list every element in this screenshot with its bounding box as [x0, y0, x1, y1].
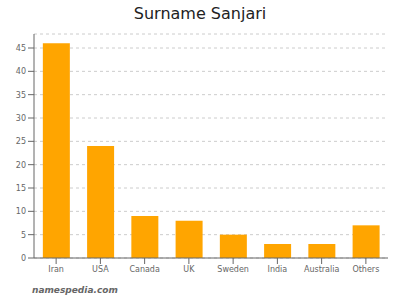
svg-text:25: 25 [16, 137, 26, 146]
svg-text:Canada: Canada [129, 265, 160, 274]
svg-text:India: India [268, 265, 288, 274]
svg-text:45: 45 [16, 44, 26, 53]
svg-text:40: 40 [16, 67, 26, 76]
svg-text:0: 0 [21, 254, 26, 263]
svg-text:Sweden: Sweden [217, 265, 249, 274]
svg-text:Australia: Australia [304, 265, 339, 274]
svg-text:20: 20 [16, 161, 26, 170]
svg-text:35: 35 [16, 91, 26, 100]
svg-text:USA: USA [92, 265, 109, 274]
svg-text:Iran: Iran [48, 265, 64, 274]
svg-text:30: 30 [16, 114, 26, 123]
html-text:namespedia.com: namespedia.com [32, 285, 118, 295]
html-text:Surname Sanjari: Surname Sanjari [133, 4, 267, 23]
svg-text:Others: Others [352, 265, 379, 274]
svg-text:UK: UK [183, 265, 195, 274]
svg-text:10: 10 [16, 207, 26, 216]
svg-text:5: 5 [21, 231, 26, 240]
svg-text:15: 15 [16, 184, 26, 193]
